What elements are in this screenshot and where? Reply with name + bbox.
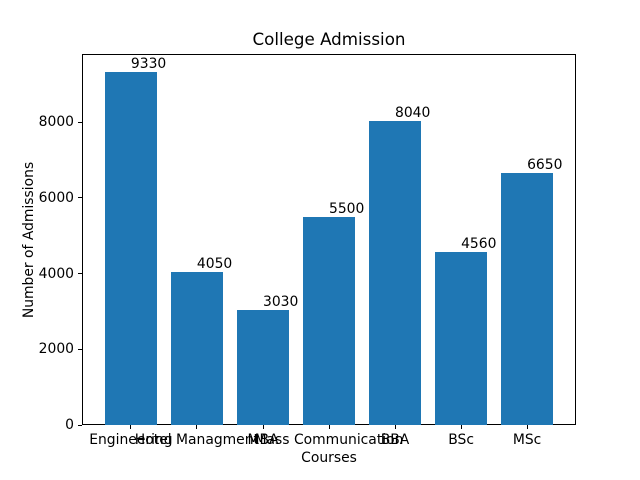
bar (236, 310, 290, 425)
y-tick-label: 8000 (38, 114, 74, 130)
bar-value-label: 6650 (527, 157, 563, 174)
x-tick (196, 425, 198, 429)
bar-value-label: 5500 (329, 200, 365, 217)
bar (434, 252, 488, 425)
y-tick-label: 4000 (38, 265, 74, 282)
x-tick-label: MSc (512, 432, 542, 448)
y-tick (78, 121, 82, 123)
y-tick-label: 6000 (38, 189, 74, 206)
x-tick-label: BBA (380, 432, 410, 448)
chart-title: College Admission (252, 29, 406, 49)
x-tick-label: MBA (247, 432, 279, 448)
x-tick-label: BSc (448, 432, 474, 448)
bar-value-label: 9330 (130, 55, 167, 72)
x-tick-label: Hotel Managment (134, 432, 259, 448)
y-tick-label: 0 (65, 417, 74, 433)
bar (170, 271, 224, 425)
x-axis-label: Courses (301, 450, 357, 466)
bar (368, 120, 422, 425)
y-tick (78, 348, 82, 350)
bar-value-label: 3030 (263, 294, 299, 311)
x-tick-label: Engineering (89, 432, 173, 448)
bar (500, 173, 554, 425)
y-axis-label: Number of Admissions (21, 161, 37, 318)
y-tick (78, 197, 82, 199)
bar-value-label: 4560 (461, 236, 497, 253)
y-tick (78, 273, 82, 274)
bar-value-label: 4050 (196, 255, 233, 272)
x-tick-label: Mass Communication (254, 432, 404, 448)
x-tick (130, 425, 132, 429)
y-tick-label: 2000 (38, 341, 74, 358)
x-tick (328, 425, 330, 429)
bar-value-label: 8040 (395, 104, 431, 121)
x-tick (262, 425, 264, 429)
x-tick (394, 425, 396, 429)
y-tick (78, 424, 82, 426)
bar (302, 216, 356, 425)
x-tick (460, 425, 462, 429)
bar (104, 71, 158, 425)
x-tick (526, 425, 528, 429)
